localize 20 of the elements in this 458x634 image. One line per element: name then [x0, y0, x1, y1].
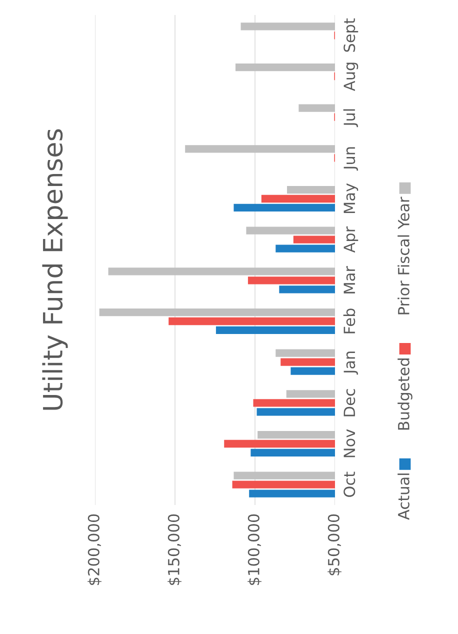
y-tick-label: Apr: [344, 226, 358, 253]
text: Utility Fund Expenses: [42, 129, 68, 410]
x-tick-label: $200,000: [88, 514, 102, 585]
y-tick-label: May: [344, 183, 358, 214]
x-tick-label: $100,000: [248, 514, 262, 585]
legend-label: Prior Fiscal Year: [398, 196, 410, 314]
legend-label: Actual: [398, 474, 410, 520]
y-tick-label: Aug: [344, 62, 358, 92]
y-tick-label: Sept: [344, 18, 358, 52]
y-tick-label: Feb: [343, 308, 356, 334]
x-tick-label: $150,000: [168, 514, 182, 585]
y-tick-label: Dec: [344, 389, 356, 416]
y-tick-label: Nov: [344, 429, 356, 458]
y-tick-label: Oct: [344, 472, 356, 497]
y-tick-label: Jan: [344, 352, 358, 375]
y-tick-label: Jul: [343, 109, 358, 128]
legend-label: Budgeted: [398, 358, 412, 430]
y-tick-label: Mar: [344, 266, 356, 294]
x-tick-label: $50,000: [328, 514, 342, 576]
y-tick-label: Jun: [344, 147, 358, 171]
